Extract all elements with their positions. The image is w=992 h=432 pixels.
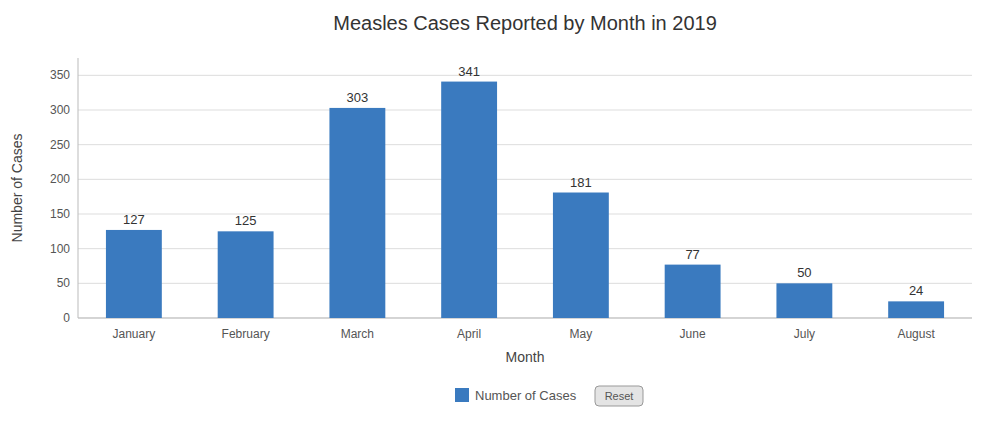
grid-line (78, 144, 972, 145)
x-tick-label: August (897, 327, 935, 341)
data-label: 24 (909, 283, 923, 298)
bar (218, 231, 274, 318)
x-axis-line (78, 318, 972, 319)
legend-label: Number of Cases (475, 388, 577, 403)
reset-button (595, 386, 643, 406)
grid-line (78, 248, 972, 249)
chart: Measles Cases Reported by Month in 2019 0… (0, 0, 992, 432)
x-tick-label: June (680, 327, 706, 341)
data-labels: 127 125 303 341 181 77 50 24 (123, 64, 923, 299)
grid-line (78, 214, 972, 215)
x-axis: January February March April May June July Augu… (113, 327, 936, 341)
grid-line (78, 75, 972, 76)
y-tick-label: 100 (50, 242, 70, 256)
bar (665, 265, 721, 318)
y-axis-label: Number of Cases (9, 134, 25, 243)
y-tick-label: 300 (50, 103, 70, 117)
x-tick-label: March (341, 327, 374, 341)
grid-line (78, 110, 972, 111)
title: Measles Cases Reported by Month in 2019 (333, 12, 717, 34)
data-label: 77 (685, 247, 699, 262)
bars (106, 82, 944, 318)
x-tick-label: February (222, 327, 270, 341)
y-tick-label: 250 (50, 138, 70, 152)
y-tick-label: 150 (50, 207, 70, 221)
y-tick-label: 0 (63, 311, 70, 325)
bar (441, 82, 497, 318)
bar (106, 230, 162, 318)
legend: Number of Cases Reset (455, 386, 643, 406)
x-tick-label: May (570, 327, 593, 341)
x-axis-label: Month (506, 349, 545, 365)
x-tick-label: April (457, 327, 481, 341)
y-axis: 0 50 100 150 200 250 300 350 (50, 68, 972, 325)
data-label: 50 (797, 265, 811, 280)
x-tick-label: January (113, 327, 156, 341)
grid-line (78, 179, 972, 180)
grid-line (78, 283, 972, 284)
x-tick-label: July (794, 327, 815, 341)
y-tick-label: 350 (50, 68, 70, 82)
bar (888, 301, 944, 318)
bar (776, 283, 832, 318)
annotation: Reset (605, 390, 634, 402)
data-label: 341 (458, 64, 480, 79)
grid-line (78, 318, 972, 319)
bar (329, 108, 385, 318)
y-tick-label: 200 (50, 172, 70, 186)
data-label: 303 (347, 90, 369, 105)
bar (553, 193, 609, 318)
legend-swatch (455, 388, 469, 402)
data-label: 181 (570, 175, 592, 190)
y-tick-label: 50 (57, 276, 71, 290)
data-label: 125 (235, 213, 257, 228)
data-label: 127 (123, 212, 145, 227)
y-axis-line (78, 58, 79, 318)
